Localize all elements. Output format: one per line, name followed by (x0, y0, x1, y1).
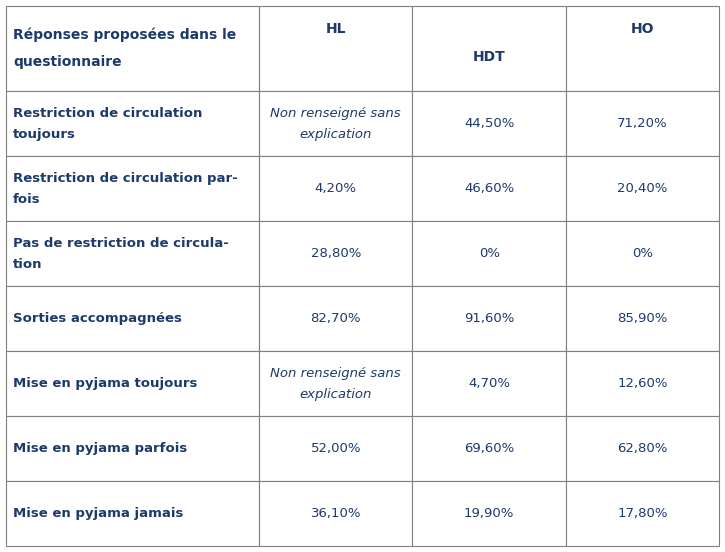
Bar (6, 221, 259, 286)
Text: 0%: 0% (632, 247, 653, 260)
Text: 36,10%: 36,10% (310, 507, 361, 521)
Bar (566, 351, 719, 416)
Bar (413, 481, 566, 546)
Text: 71,20%: 71,20% (617, 117, 668, 130)
Bar (6, 351, 259, 416)
Text: Mise en pyjama parfois: Mise en pyjama parfois (13, 442, 187, 455)
Text: Restriction de circulation par-
fois: Restriction de circulation par- fois (13, 172, 238, 205)
Text: 69,60%: 69,60% (464, 442, 514, 455)
Bar (6, 481, 259, 546)
Text: 85,90%: 85,90% (617, 312, 668, 325)
Text: 20,40%: 20,40% (617, 182, 668, 195)
Text: Réponses proposées dans le
questionnaire: Réponses proposées dans le questionnaire (13, 28, 236, 69)
Bar (6, 91, 259, 156)
Text: HL: HL (326, 23, 346, 36)
Text: 17,80%: 17,80% (617, 507, 668, 521)
Text: 12,60%: 12,60% (617, 378, 668, 390)
Text: Mise en pyjama jamais: Mise en pyjama jamais (13, 507, 183, 521)
Bar (566, 221, 719, 286)
Text: 4,20%: 4,20% (315, 182, 357, 195)
Bar (6, 6, 259, 91)
Text: 82,70%: 82,70% (310, 312, 361, 325)
Bar (413, 6, 566, 91)
Text: HDT: HDT (473, 50, 505, 64)
Bar (413, 91, 566, 156)
Text: 46,60%: 46,60% (464, 182, 514, 195)
Text: 62,80%: 62,80% (617, 442, 668, 455)
Text: Mise en pyjama toujours: Mise en pyjama toujours (13, 378, 197, 390)
Bar (259, 221, 413, 286)
Bar (413, 286, 566, 351)
Bar (566, 481, 719, 546)
Bar (259, 6, 413, 91)
Text: 19,90%: 19,90% (464, 507, 514, 521)
Text: HO: HO (631, 23, 654, 36)
Bar (566, 416, 719, 481)
Bar (413, 351, 566, 416)
Bar (413, 156, 566, 221)
Text: Sorties accompagnées: Sorties accompagnées (13, 312, 182, 325)
Text: Restriction de circulation
toujours: Restriction de circulation toujours (13, 107, 202, 141)
Bar (566, 6, 719, 91)
Text: 4,70%: 4,70% (468, 378, 510, 390)
Bar (259, 351, 413, 416)
Bar (413, 221, 566, 286)
Text: 52,00%: 52,00% (310, 442, 361, 455)
Text: Non renseigné sans
explication: Non renseigné sans explication (270, 107, 401, 141)
Bar (259, 416, 413, 481)
Text: 91,60%: 91,60% (464, 312, 514, 325)
Bar (6, 286, 259, 351)
Text: 28,80%: 28,80% (310, 247, 361, 260)
Bar (566, 91, 719, 156)
Bar (259, 156, 413, 221)
Bar (413, 416, 566, 481)
Bar (566, 286, 719, 351)
Text: 44,50%: 44,50% (464, 117, 514, 130)
Bar (6, 156, 259, 221)
Bar (6, 416, 259, 481)
Bar (259, 91, 413, 156)
Text: Pas de restriction de circula-
tion: Pas de restriction de circula- tion (13, 237, 229, 270)
Text: 0%: 0% (478, 247, 500, 260)
Bar (259, 286, 413, 351)
Bar (566, 156, 719, 221)
Bar (259, 481, 413, 546)
Text: Non renseigné sans
explication: Non renseigné sans explication (270, 367, 401, 401)
